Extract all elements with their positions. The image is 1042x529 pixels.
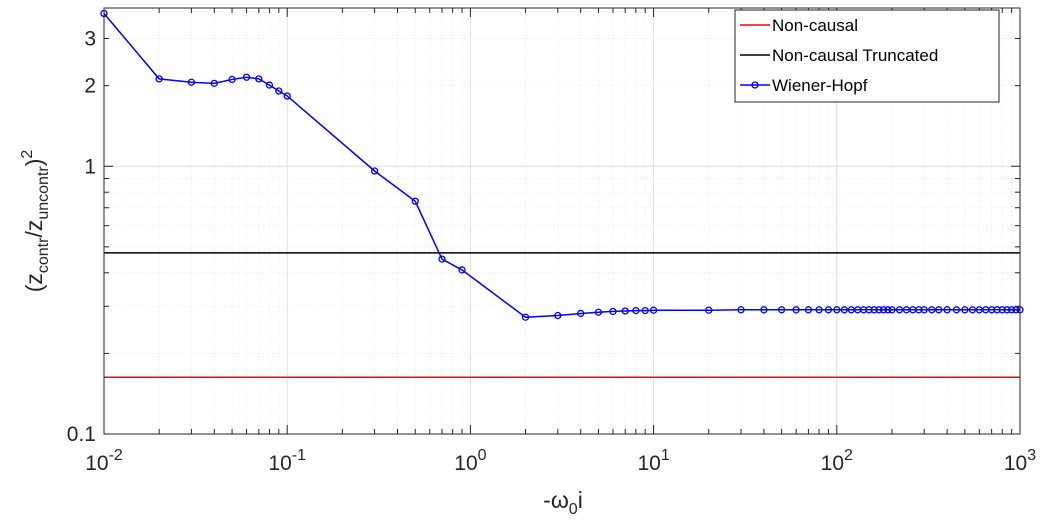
data-point-wiener-hopf xyxy=(438,255,446,263)
data-point-wiener-hopf xyxy=(935,306,943,314)
data-point-wiener-hopf xyxy=(778,306,786,314)
data-point-wiener-hopf xyxy=(370,167,379,175)
legend-label-non-causal: Non-causal xyxy=(772,16,858,35)
x-tick-label: 102 xyxy=(821,447,853,475)
grid xyxy=(103,8,1020,435)
data-point-wiener-hopf xyxy=(968,306,977,314)
data-point-wiener-hopf xyxy=(265,81,274,89)
data-point-wiener-hopf xyxy=(275,87,283,95)
y-tick-label: 1 xyxy=(84,155,96,178)
tick-labels: 10-2 10-1 100 101 102 103 0.1 1 2 3 xyxy=(67,28,1036,475)
y-tick-label: 0.1 xyxy=(67,423,96,446)
legend-marker-wiener-hopf xyxy=(751,81,759,89)
data-point-wiener-hopf xyxy=(760,306,768,314)
data-point-wiener-hopf xyxy=(895,306,904,314)
data-point-wiener-hopf xyxy=(792,306,800,314)
data-point-wiener-hopf xyxy=(210,79,218,88)
series-layer xyxy=(100,9,1024,378)
data-point-wiener-hopf xyxy=(952,306,961,314)
data-point-wiener-hopf xyxy=(187,78,196,86)
data-point-wiener-hopf xyxy=(283,92,291,100)
data-point-wiener-hopf xyxy=(521,313,530,321)
legend-entry-wiener-hopf: Wiener-Hopf xyxy=(740,76,868,95)
data-point-wiener-hopf xyxy=(649,306,658,314)
plot-frame xyxy=(103,7,1021,435)
series-line-wiener-hopf xyxy=(103,13,1020,318)
data-point-wiener-hopf xyxy=(865,306,873,314)
legend-entry-non-causal-truncated: Non-causal Truncated xyxy=(740,46,938,65)
data-point-wiener-hopf xyxy=(594,308,603,316)
data-point-wiener-hopf xyxy=(1012,306,1020,314)
x-tick-label: 101 xyxy=(637,447,669,475)
data-point-wiener-hopf xyxy=(411,197,419,205)
data-point-wiener-hopf xyxy=(737,306,745,314)
data-point-wiener-hopf xyxy=(888,306,896,314)
data-point-wiener-hopf xyxy=(632,306,640,315)
data-point-wiener-hopf xyxy=(458,266,466,274)
data-point-wiener-hopf xyxy=(804,306,813,314)
y-axis-label: (zcontr/zuncontr)2 xyxy=(19,150,52,293)
data-point-wiener-hopf xyxy=(1007,306,1016,314)
data-point-wiener-hopf xyxy=(609,307,617,316)
x-tick-label: 103 xyxy=(1004,447,1036,475)
data-point-wiener-hopf xyxy=(577,309,585,318)
data-point-wiener-hopf xyxy=(228,75,236,84)
data-point-wiener-hopf xyxy=(1003,306,1011,314)
data-point-wiener-hopf xyxy=(705,306,713,314)
data-point-wiener-hopf xyxy=(875,306,883,314)
data-point-wiener-hopf xyxy=(824,306,833,314)
x-axis-label: -ω0i xyxy=(543,487,583,518)
data-point-wiener-hopf xyxy=(621,307,629,315)
legend: Non-causal Non-causal Truncated Wiener-H… xyxy=(734,9,1000,103)
x-tick-label: 10-1 xyxy=(268,447,306,475)
data-point-wiener-hopf xyxy=(255,75,263,83)
data-point-wiener-hopf xyxy=(998,306,1006,314)
data-point-wiener-hopf xyxy=(833,306,841,314)
data-point-wiener-hopf xyxy=(242,73,251,81)
data-point-wiener-hopf xyxy=(884,306,892,314)
data-point-wiener-hopf xyxy=(815,306,823,314)
legend-entry-non-causal: Non-causal xyxy=(740,16,858,35)
data-point-wiener-hopf xyxy=(840,306,849,314)
x-tick-label: 100 xyxy=(454,447,486,475)
data-point-wiener-hopf xyxy=(943,306,951,314)
y-tick-label: 2 xyxy=(84,75,96,98)
legend-box xyxy=(734,9,1000,103)
data-point-wiener-hopf xyxy=(641,306,649,315)
data-point-wiener-hopf xyxy=(920,306,928,314)
x-tick-label: 10-2 xyxy=(85,447,123,475)
y-tick-label: 3 xyxy=(84,28,96,51)
data-point-wiener-hopf xyxy=(879,306,888,314)
legend-label-non-causal-truncated: Non-causal Truncated xyxy=(772,46,938,65)
data-point-wiener-hopf xyxy=(993,306,1001,314)
data-point-wiener-hopf xyxy=(554,311,562,320)
legend-label-wiener-hopf: Wiener-Hopf xyxy=(772,76,868,95)
data-point-wiener-hopf xyxy=(155,75,163,83)
data-point-wiener-hopf xyxy=(961,306,969,314)
data-point-wiener-hopf xyxy=(928,306,936,314)
data-point-wiener-hopf xyxy=(870,306,878,314)
